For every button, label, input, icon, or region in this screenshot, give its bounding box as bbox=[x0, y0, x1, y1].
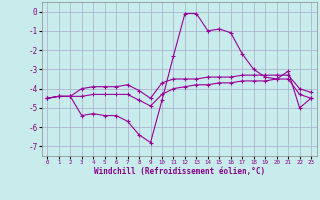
X-axis label: Windchill (Refroidissement éolien,°C): Windchill (Refroidissement éolien,°C) bbox=[94, 167, 265, 176]
